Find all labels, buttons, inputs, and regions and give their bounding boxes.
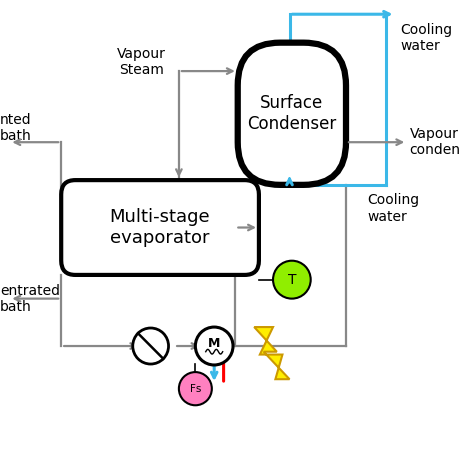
Text: T: T bbox=[288, 273, 296, 287]
Circle shape bbox=[133, 328, 169, 364]
Circle shape bbox=[273, 261, 310, 299]
FancyBboxPatch shape bbox=[61, 180, 259, 275]
Text: Fs: Fs bbox=[190, 383, 201, 394]
Text: Vapour
conden: Vapour conden bbox=[410, 127, 461, 157]
Text: Surface
Condenser: Surface Condenser bbox=[247, 94, 337, 133]
Text: M: M bbox=[208, 337, 220, 350]
Text: Cooling
water: Cooling water bbox=[400, 23, 452, 53]
Text: Vapour
Steam: Vapour Steam bbox=[117, 46, 166, 77]
FancyBboxPatch shape bbox=[238, 43, 346, 185]
Text: entrated
bath: entrated bath bbox=[0, 283, 60, 314]
Circle shape bbox=[195, 327, 233, 365]
Circle shape bbox=[179, 372, 212, 405]
Text: Cooling
water: Cooling water bbox=[367, 193, 419, 224]
Polygon shape bbox=[254, 327, 290, 379]
Text: nted
bath: nted bath bbox=[0, 113, 32, 143]
Text: Multi-stage
evaporator: Multi-stage evaporator bbox=[110, 208, 210, 247]
